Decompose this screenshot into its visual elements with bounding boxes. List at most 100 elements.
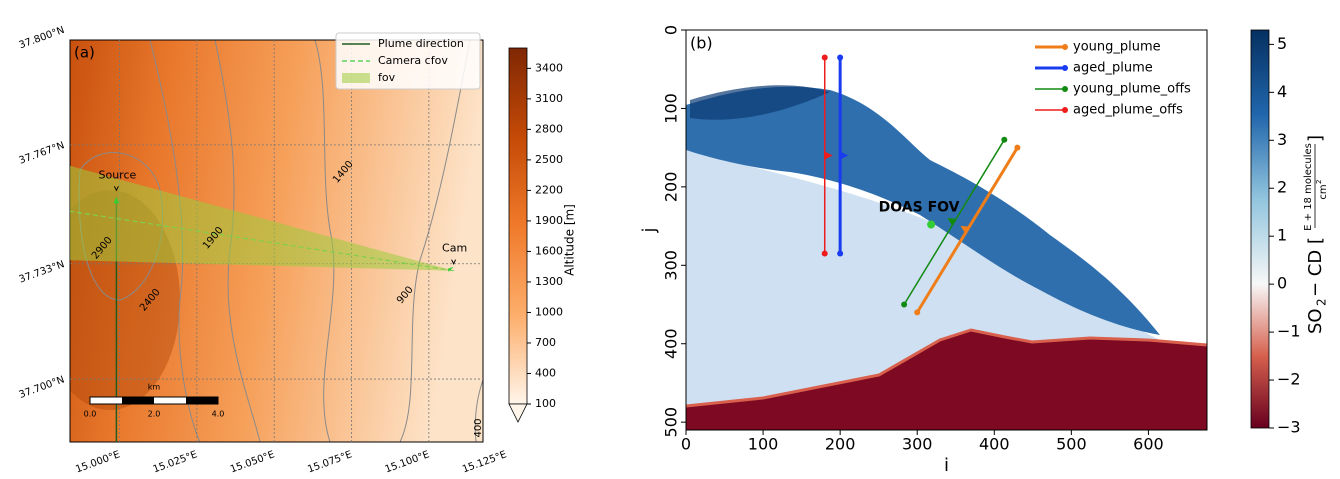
label-denominator: cm: [1318, 184, 1329, 199]
colorbar-tick-label: 1000: [535, 305, 563, 318]
colorbar-tick-label: −2: [1277, 370, 1301, 389]
x-tick-label: 15.025°E: [152, 449, 199, 475]
colorbar-tick-label: 1600: [535, 244, 563, 257]
colorbar-tick-label: 0: [1277, 274, 1287, 293]
series-point: [837, 250, 844, 257]
x-tick-label: 400: [979, 435, 1010, 454]
legend-label: Camera cfov: [378, 54, 448, 67]
y-tick-label: 500: [662, 407, 681, 438]
legend: young_plume aged_plume young_plume_offsage…: [1035, 40, 1191, 118]
y-tick-label: 200: [662, 172, 681, 203]
label-numerator: E + 18 molecules: [1303, 143, 1314, 231]
plume-core: [690, 85, 830, 120]
y-tick-label: 300: [662, 250, 681, 281]
colorbar-tick-label: 5: [1277, 34, 1287, 53]
annotation: Cam: [442, 242, 467, 255]
legend-box: [335, 32, 481, 90]
x-tick-label: 15.125°E: [461, 449, 508, 475]
label-part: ]: [1305, 135, 1326, 142]
direction-arrow: [824, 151, 833, 160]
x-tick-label: 500: [1056, 435, 1087, 454]
x-tick-label: 15.000°E: [74, 449, 121, 475]
y-tick-label: 37.800°N: [18, 25, 66, 52]
y-tick-label: 37.700°N: [18, 374, 66, 401]
legend-label: young_plume: [1073, 40, 1161, 55]
direction-arrow: [840, 151, 849, 160]
legend-marker: [1062, 44, 1068, 50]
terrain-mask: [686, 330, 1207, 430]
direction-arrow: [960, 225, 970, 234]
annotation-arrow: [451, 259, 457, 265]
colorbar-tick-label: −3: [1277, 418, 1301, 437]
legend-swatch: [342, 73, 370, 83]
y-tick-label: 37.767°N: [18, 140, 66, 167]
series-point: [1001, 136, 1008, 143]
arrow-head: [113, 197, 120, 204]
y-axis-label: j: [639, 227, 660, 233]
legend-label: young_plume_offs: [1073, 82, 1191, 97]
cd-image: [686, 30, 1207, 430]
scale-tick: 0.0: [84, 410, 97, 419]
colorbar-extend: [508, 403, 528, 423]
terrain-edge: [686, 328, 1207, 408]
scale-bar-segment: [186, 397, 218, 404]
colorbar-tick-label: 1300: [535, 275, 563, 288]
scale-tick: 4.0: [212, 410, 225, 419]
colorbar-tick-label: 1900: [535, 214, 563, 227]
x-tick-label: 600: [1133, 435, 1164, 454]
annotation: DOAS FOV: [879, 200, 960, 216]
legend-label: aged_plume_offs: [1073, 103, 1183, 118]
label-part: − CD [: [1305, 237, 1326, 297]
legend-marker: [1062, 86, 1068, 92]
colorbar-tick-label: 2: [1277, 178, 1287, 197]
annotation: Source: [99, 168, 137, 181]
colorbar-tick-label: 3: [1277, 130, 1287, 149]
y-tick-label: 0: [662, 25, 681, 35]
panel-label: (a): [74, 44, 95, 62]
colorbar-tick-label: 2800: [535, 122, 563, 135]
label-part: SO: [1305, 308, 1326, 334]
colorbar-label: SO2− CD [E + 18 molecules cm2]: [1303, 135, 1329, 334]
colorbar-tick-label: −1: [1277, 322, 1301, 341]
colorbar-tick-label: 2200: [535, 183, 563, 196]
label-sup: 2: [1315, 180, 1323, 184]
fov-area: [70, 165, 454, 271]
series-point: [901, 301, 908, 308]
colorbar-tick-label: 3400: [535, 61, 563, 74]
scale-bar-segment: [122, 397, 154, 404]
colorbar-tick-label: 4: [1277, 82, 1287, 101]
annotation-point: [927, 220, 936, 229]
colorbar-tick-label: 3100: [535, 92, 563, 105]
x-tick-label: 15.100°E: [384, 449, 431, 475]
contour: [399, 40, 471, 442]
colorbar-tick-label: 700: [535, 336, 556, 349]
direction-arrow: [947, 217, 957, 226]
annotation-arrow: [113, 186, 119, 192]
contour-label: 400: [473, 418, 484, 437]
legend-marker: [1062, 107, 1068, 113]
series-point: [837, 54, 844, 61]
colorbar-tick-label: 400: [535, 366, 556, 379]
arrow-head: [447, 266, 454, 272]
panel-label: (b): [690, 34, 713, 53]
x-axis-label: i: [944, 455, 949, 476]
x-tick-label: 200: [825, 435, 856, 454]
colorbar-label: Altitude [m]: [563, 204, 577, 276]
y-tick-label: 37.733°N: [18, 259, 66, 286]
label-sub: 2: [1315, 298, 1329, 306]
x-tick-label: 15.075°E: [306, 449, 353, 475]
dense-plume: [686, 86, 1160, 335]
legend-label: aged_plume: [1073, 61, 1153, 76]
legend-label: fov: [378, 71, 396, 84]
legend-label: Plume direction: [378, 37, 464, 50]
scale-tick: 2.0: [148, 410, 161, 419]
contour: [314, 40, 335, 442]
series-line: [915, 146, 1019, 314]
legend: Plume direction Camera cfov fov: [335, 32, 481, 90]
colorbar: [508, 47, 528, 405]
colorbar-tick-label: 100: [535, 397, 556, 410]
x-tick-label: 15.050°E: [229, 449, 276, 475]
x-tick-label: 0: [681, 435, 691, 454]
